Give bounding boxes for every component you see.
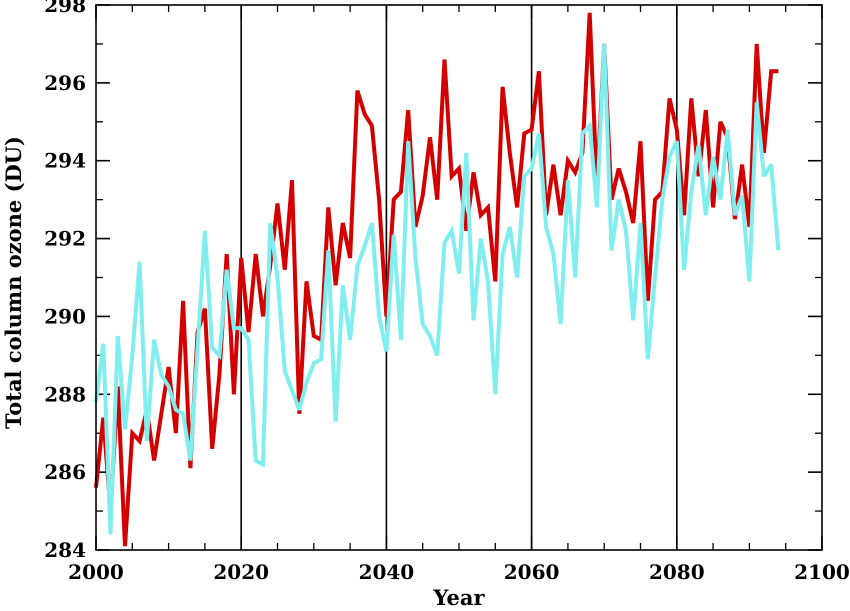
series-line-1 <box>94 12 779 547</box>
major-ticks <box>95 4 823 551</box>
y-tick-label: 294 <box>44 149 86 173</box>
y-tick-label: 288 <box>44 382 86 406</box>
x-tick-label: 2020 <box>213 560 269 584</box>
y-tick-labels: 284 286 288 290 292 294 296 298 <box>44 0 86 562</box>
y-tick-label: 284 <box>44 538 86 562</box>
y-axis-title: Total column ozone (DU) <box>1 136 26 429</box>
x-axis-title: Year <box>432 585 485 610</box>
minor-ticks <box>96 5 822 550</box>
y-tick-label: 298 <box>44 0 86 17</box>
y-tick-label: 296 <box>44 71 86 95</box>
x-tick-label: 2100 <box>794 560 850 584</box>
y-tick-label: 290 <box>44 304 86 328</box>
x-tick-label: 2060 <box>504 560 560 584</box>
x-tick-label: 2040 <box>359 560 415 584</box>
x-tick-label: 2080 <box>649 560 705 584</box>
series-line-2 <box>94 43 781 535</box>
y-tick-label: 286 <box>44 460 86 484</box>
series-layer <box>94 12 781 547</box>
x-tick-label: 2000 <box>68 560 124 584</box>
y-tick-label: 292 <box>44 227 86 251</box>
plot-frame <box>95 4 823 551</box>
x-tick-labels: 2000 2020 2040 2060 2080 2100 <box>68 560 850 584</box>
vertical-reference-lines <box>240 5 678 550</box>
